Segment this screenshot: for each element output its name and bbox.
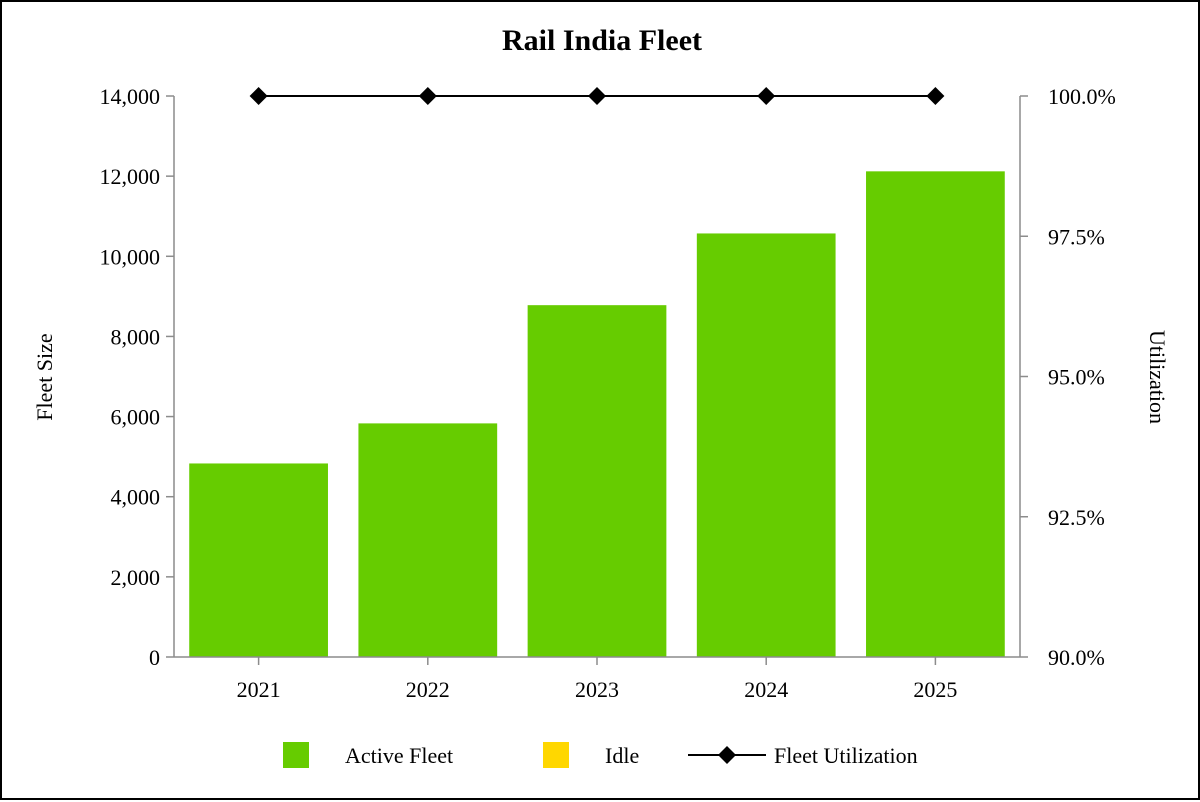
bar-active-fleet-2024: [696, 233, 836, 657]
y-tick-label: 14,000: [100, 84, 161, 109]
utilization-point-2022: [418, 87, 437, 105]
y-tick-label: 6,000: [111, 405, 161, 430]
y-tick-label: 4,000: [111, 485, 161, 510]
x-tick-label: 2022: [406, 677, 450, 702]
legend: Active Fleet Idle Fleet Utilization: [283, 742, 918, 768]
y-axis-label: Fleet Size: [32, 333, 57, 420]
y-tick-label: 12,000: [100, 164, 161, 189]
legend-active-fleet-label: Active Fleet: [345, 743, 453, 768]
bars-layer: [189, 171, 1005, 657]
y-tick-label: 8,000: [111, 324, 161, 349]
bar-active-fleet-2021: [189, 463, 328, 657]
legend-active-fleet-swatch: [283, 742, 309, 768]
x-tick-label: 2024: [744, 677, 788, 702]
legend-fleet-utilization-marker: [718, 746, 736, 764]
x-tick-label: 2023: [575, 677, 619, 702]
y2-tick-label: 95.0%: [1048, 365, 1105, 390]
left-axis-ticks: 0 2,000 4,000 6,000 8,000 10,000 12,000 14,000: [100, 84, 174, 670]
y2-tick-label: 97.5%: [1048, 224, 1105, 249]
x-axis-ticks: 2021 2022 2023 2024 2025: [237, 657, 957, 702]
utilization-line-layer: [249, 87, 945, 105]
right-axis-ticks: 90.0% 92.5% 95.0% 97.5% 100.0%: [1020, 84, 1116, 670]
bar-active-fleet-2025: [866, 171, 1005, 657]
utilization-point-2025: [926, 87, 945, 105]
y-tick-label: 10,000: [100, 244, 161, 269]
y2-tick-label: 100.0%: [1048, 84, 1116, 109]
legend-idle-label: Idle: [605, 743, 639, 768]
x-tick-label: 2025: [913, 677, 957, 702]
utilization-point-2023: [588, 87, 606, 105]
y-tick-label: 2,000: [111, 565, 161, 590]
legend-fleet-utilization-label: Fleet Utilization: [774, 743, 918, 768]
utilization-point-2024: [757, 87, 776, 105]
utilization-point-2021: [249, 87, 268, 105]
x-tick-label: 2021: [237, 677, 281, 702]
chart-title: Rail India Fleet: [502, 24, 702, 57]
legend-idle-swatch: [543, 742, 569, 768]
y2-axis-label: Utilization: [1145, 330, 1170, 424]
bar-active-fleet-2023: [527, 305, 667, 657]
y-tick-label: 0: [149, 645, 160, 670]
bar-active-fleet-2022: [358, 423, 498, 657]
y2-tick-label: 90.0%: [1048, 645, 1105, 670]
y2-tick-label: 92.5%: [1048, 505, 1105, 530]
